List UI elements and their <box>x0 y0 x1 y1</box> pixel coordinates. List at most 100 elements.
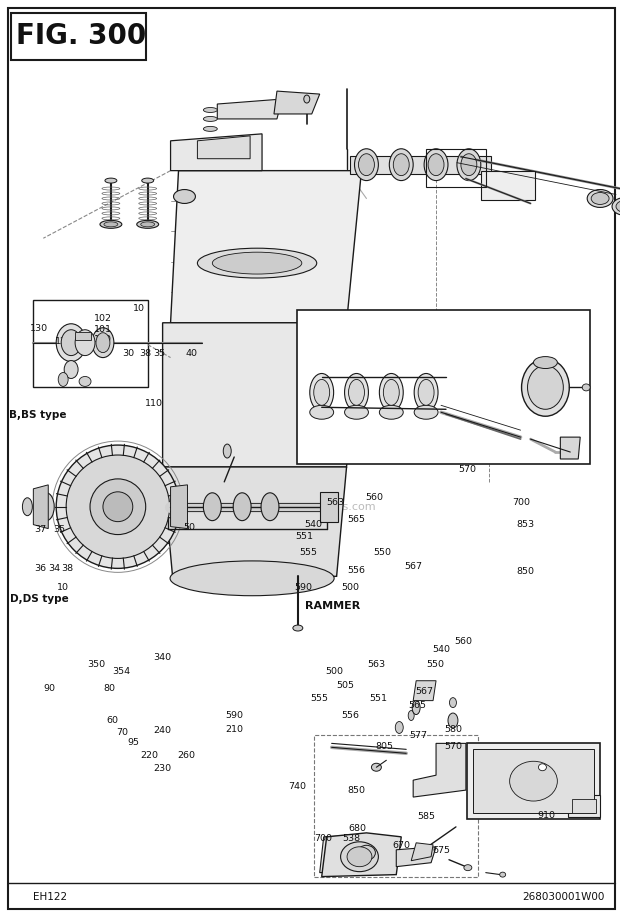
Polygon shape <box>411 843 433 861</box>
Ellipse shape <box>203 127 217 131</box>
Bar <box>473 749 594 813</box>
Ellipse shape <box>174 190 195 204</box>
Ellipse shape <box>314 380 330 405</box>
Text: FIG. 300: FIG. 300 <box>16 22 146 50</box>
Ellipse shape <box>414 373 438 411</box>
Text: 260: 260 <box>177 751 196 760</box>
Ellipse shape <box>418 380 434 405</box>
Ellipse shape <box>56 324 86 361</box>
Text: 95: 95 <box>127 738 139 747</box>
Ellipse shape <box>58 372 68 386</box>
Text: 550: 550 <box>426 660 444 669</box>
Text: 560: 560 <box>454 637 472 646</box>
Polygon shape <box>413 680 436 701</box>
Ellipse shape <box>371 763 381 771</box>
Text: 740: 740 <box>288 782 306 791</box>
Ellipse shape <box>393 154 409 176</box>
Bar <box>11 13 146 61</box>
Circle shape <box>66 455 169 558</box>
Ellipse shape <box>96 333 110 353</box>
Text: 34: 34 <box>48 564 60 573</box>
Text: 10: 10 <box>57 582 69 591</box>
Text: 90: 90 <box>44 684 56 692</box>
Text: 567: 567 <box>415 688 433 696</box>
Polygon shape <box>162 323 356 467</box>
Ellipse shape <box>310 405 334 419</box>
Text: 210: 210 <box>225 724 243 734</box>
Text: 700: 700 <box>512 498 530 507</box>
Text: 680: 680 <box>348 824 366 834</box>
Ellipse shape <box>355 149 378 181</box>
Text: 340: 340 <box>154 653 172 662</box>
Text: 565: 565 <box>348 515 366 525</box>
Ellipse shape <box>528 366 564 409</box>
Ellipse shape <box>510 761 557 801</box>
Text: 37: 37 <box>35 525 46 534</box>
Text: 556: 556 <box>347 566 365 575</box>
Text: 40: 40 <box>185 349 198 359</box>
Ellipse shape <box>412 701 420 714</box>
Polygon shape <box>560 437 580 459</box>
Text: 565: 565 <box>409 702 427 710</box>
Ellipse shape <box>414 405 438 419</box>
Ellipse shape <box>389 149 413 181</box>
Ellipse shape <box>104 222 118 226</box>
Text: 577: 577 <box>409 731 427 740</box>
Text: 35: 35 <box>153 349 165 359</box>
Polygon shape <box>197 136 250 159</box>
Text: 910: 910 <box>537 812 555 821</box>
Ellipse shape <box>22 498 32 515</box>
Ellipse shape <box>396 722 403 734</box>
Ellipse shape <box>345 373 368 411</box>
Text: 35: 35 <box>53 525 65 534</box>
Text: ReplacementParts.com: ReplacementParts.com <box>247 502 376 512</box>
Text: 567: 567 <box>404 561 422 570</box>
Text: B,BS type: B,BS type <box>9 410 66 420</box>
Ellipse shape <box>197 249 317 278</box>
Ellipse shape <box>457 149 480 181</box>
Ellipse shape <box>142 178 154 183</box>
Ellipse shape <box>170 561 334 596</box>
Polygon shape <box>396 846 436 867</box>
Text: 60: 60 <box>107 715 118 724</box>
Text: 80: 80 <box>104 684 115 692</box>
Bar <box>426 149 485 186</box>
Ellipse shape <box>223 444 231 458</box>
Ellipse shape <box>347 846 372 867</box>
Ellipse shape <box>591 193 609 204</box>
Text: 350: 350 <box>87 660 105 669</box>
Ellipse shape <box>358 154 374 176</box>
Text: 50: 50 <box>184 524 196 532</box>
Circle shape <box>90 479 146 535</box>
Text: 590: 590 <box>294 582 312 591</box>
Ellipse shape <box>582 384 590 391</box>
Ellipse shape <box>464 865 472 870</box>
Ellipse shape <box>61 330 81 356</box>
Ellipse shape <box>203 116 217 121</box>
Text: 570: 570 <box>458 465 476 474</box>
Text: 551: 551 <box>370 694 388 702</box>
Text: 550: 550 <box>373 548 391 557</box>
Bar <box>467 744 600 819</box>
Text: 580: 580 <box>445 724 463 734</box>
Ellipse shape <box>358 845 375 860</box>
Text: 30: 30 <box>122 349 134 359</box>
Ellipse shape <box>424 149 448 181</box>
Polygon shape <box>162 467 347 576</box>
Text: 130: 130 <box>30 324 48 333</box>
Ellipse shape <box>612 197 620 215</box>
Text: 354: 354 <box>112 668 130 677</box>
Circle shape <box>56 445 180 569</box>
Ellipse shape <box>310 373 334 411</box>
Text: 540: 540 <box>432 646 450 655</box>
Text: 538: 538 <box>343 834 361 844</box>
Bar <box>569 795 600 817</box>
Ellipse shape <box>616 201 620 213</box>
Text: 230: 230 <box>154 764 172 773</box>
Ellipse shape <box>461 154 477 176</box>
Bar <box>75 332 91 339</box>
Text: 560: 560 <box>366 493 384 503</box>
Polygon shape <box>274 91 320 114</box>
Text: 585: 585 <box>417 812 435 822</box>
Ellipse shape <box>75 330 95 356</box>
